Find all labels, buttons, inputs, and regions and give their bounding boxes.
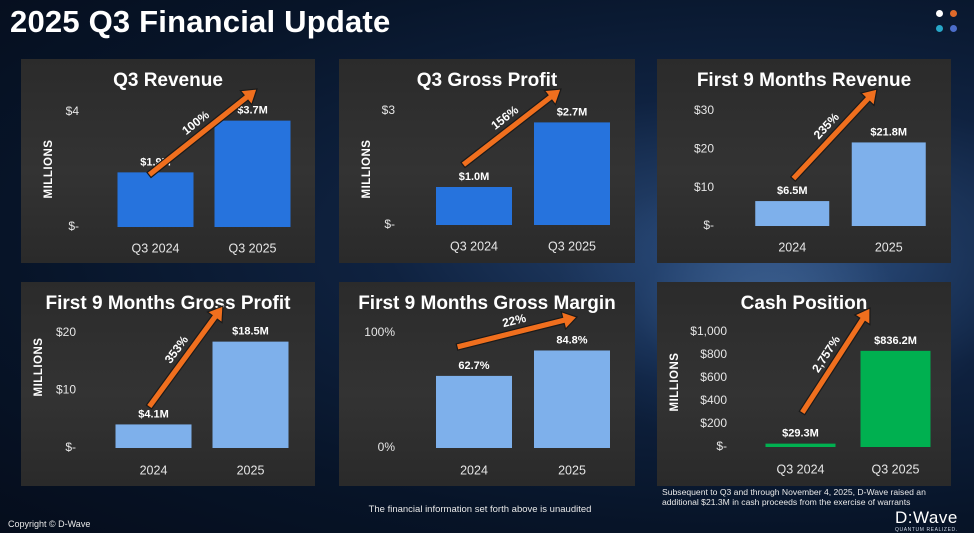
- y-tick-label: $400: [700, 393, 727, 407]
- y-axis-label: MILLIONS: [361, 140, 373, 199]
- chart-title: Q3 Gross Profit: [417, 70, 558, 91]
- y-axis-label: MILLIONS: [33, 338, 45, 397]
- chart-panel-9m-gross-margin: First 9 Months Gross Margin 0% 100% 62.7% 20…: [339, 282, 635, 486]
- category-label: 2024: [778, 240, 806, 254]
- logo-wordmark: D:Wave: [895, 508, 958, 527]
- bar: [755, 201, 830, 226]
- chart-title: First 9 Months Revenue: [697, 70, 911, 91]
- y-tick-label: $-: [384, 217, 395, 231]
- y-axis-label: MILLIONS: [43, 140, 55, 199]
- category-label: Q3 2025: [229, 241, 277, 255]
- y-tick-label: $30: [694, 103, 714, 117]
- data-label: $18.5M: [232, 326, 269, 338]
- y-tick-label: $-: [68, 219, 79, 233]
- growth-arrow-icon: [146, 88, 258, 179]
- chart-title: First 9 Months Gross Margin: [358, 293, 616, 314]
- brand-dot: [950, 25, 957, 32]
- bar: [214, 120, 291, 227]
- growth-arrow-icon: [460, 88, 562, 169]
- y-tick-label: $10: [56, 383, 76, 397]
- category-label: 2025: [875, 240, 903, 254]
- y-tick-label: $800: [700, 347, 727, 361]
- category-label: 2025: [237, 463, 265, 477]
- chart-title: First 9 Months Gross Profit: [46, 293, 292, 314]
- bar: [212, 341, 289, 448]
- y-tick-label: $-: [716, 439, 727, 453]
- bar: [765, 443, 836, 447]
- y-tick-label: $20: [694, 142, 714, 156]
- bar: [436, 187, 512, 225]
- growth-arrow-icon: [455, 310, 579, 351]
- category-label: Q3 2024: [450, 239, 498, 253]
- category-label: Q3 2025: [548, 239, 596, 253]
- brand-dot: [936, 10, 943, 17]
- data-label: $21.8M: [870, 126, 907, 138]
- brand-dot: [936, 25, 943, 32]
- bar: [851, 142, 926, 226]
- data-label: $1.0M: [459, 171, 490, 183]
- bar: [534, 350, 610, 448]
- y-axis-label: MILLIONS: [669, 353, 681, 412]
- brand-dots-icon: [936, 10, 964, 36]
- y-tick-label: $4: [66, 104, 80, 118]
- data-label: $2.7M: [557, 106, 588, 118]
- category-label: 2024: [460, 463, 488, 477]
- bar: [436, 375, 512, 448]
- bar: [117, 172, 194, 227]
- chart-panel-9m-revenue: First 9 Months Revenue $- $10 $20 $30 $6.5M 20…: [657, 59, 951, 263]
- category-label: 2025: [558, 463, 586, 477]
- growth-arrow-icon: [145, 305, 224, 410]
- y-tick-label: $10: [694, 180, 714, 194]
- y-tick-label: $3: [382, 103, 396, 117]
- growth-label: 22%: [501, 311, 528, 330]
- data-label: 62.7%: [458, 360, 489, 372]
- brand-dot: [950, 10, 957, 17]
- growth-arrow-icon: [798, 307, 871, 416]
- bar: [860, 350, 931, 447]
- data-label: $836.2M: [874, 335, 917, 347]
- data-label: $4.1M: [138, 408, 169, 420]
- y-tick-label: $-: [703, 218, 714, 232]
- chart-title: Cash Position: [741, 293, 868, 314]
- category-label: 2024: [140, 463, 168, 477]
- category-label: Q3 2024: [132, 241, 180, 255]
- chart-panel-q3-revenue: Q3 Revenue MILLIONS $- $4 $1.9M Q3 2024 $3.7M Q…: [21, 59, 315, 263]
- chart-title: Q3 Revenue: [113, 70, 223, 91]
- data-label: $29.3M: [782, 428, 819, 440]
- y-tick-label: $600: [700, 370, 727, 384]
- y-tick-label: $200: [700, 416, 727, 430]
- y-tick-label: 100%: [364, 325, 395, 339]
- growth-arrow-icon: [789, 88, 878, 183]
- y-tick-label: 0%: [378, 440, 396, 454]
- category-label: Q3 2025: [872, 462, 920, 476]
- y-tick-label: $-: [65, 440, 76, 454]
- cash-position-footnote: Subsequent to Q3 and through November 4,…: [662, 487, 926, 508]
- data-label: 84.8%: [556, 334, 587, 346]
- bar: [115, 424, 192, 448]
- chart-panel-cash-position: Cash Position MILLIONS $- $200 $400 $600 $800 $…: [657, 282, 951, 486]
- chart-panel-q3-gross-profit: Q3 Gross Profit MILLIONS $- $3 $1.0M Q3 2024 $…: [339, 59, 635, 263]
- category-label: Q3 2024: [777, 462, 825, 476]
- data-label: $6.5M: [777, 185, 808, 197]
- bar: [534, 122, 610, 225]
- chart-panel-9m-gross-profit: First 9 Months Gross Profit MILLIONS $- $10…: [21, 282, 315, 486]
- y-tick-label: $20: [56, 325, 76, 339]
- logo-tagline: QUANTUM REALIZED.: [895, 527, 958, 533]
- page-title: 2025 Q3 Financial Update: [10, 4, 391, 39]
- dwave-logo: D:Wave QUANTUM REALIZED.: [895, 508, 969, 533]
- data-label: $3.7M: [237, 105, 268, 117]
- y-tick-label: $1,000: [690, 324, 727, 338]
- copyright-text: Copyright © D-Wave: [8, 519, 91, 529]
- unaudited-note: The financial information set forth abov…: [368, 504, 592, 515]
